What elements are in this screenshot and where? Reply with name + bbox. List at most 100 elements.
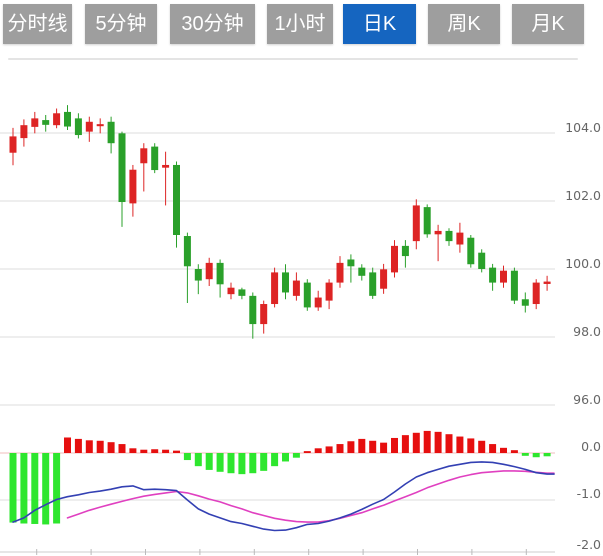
macd-bar-negative xyxy=(238,453,246,475)
candle-body xyxy=(74,118,82,136)
tab-1-hour[interactable]: 1小时 xyxy=(267,4,333,44)
price-axis-label: 102.0 xyxy=(565,188,601,203)
candle-body xyxy=(325,282,333,301)
candle-up xyxy=(456,222,464,253)
candle-body xyxy=(194,269,202,281)
price-axis-label: 98.0 xyxy=(573,324,601,339)
candle-body xyxy=(423,207,431,235)
candle-body xyxy=(401,245,409,257)
candle-down xyxy=(74,113,82,139)
candle-body xyxy=(227,287,235,295)
macd-bar-positive xyxy=(510,450,518,453)
candle-up xyxy=(140,143,148,192)
candle-down xyxy=(238,287,246,300)
macd-bar-negative xyxy=(260,453,268,471)
candle-down xyxy=(303,279,311,311)
tab-weekly-k[interactable]: 周K xyxy=(428,4,500,44)
tab-daily-k[interactable]: 日K xyxy=(343,4,416,44)
macd-axis-labels: 0.0 -1.0 -2.0 xyxy=(577,439,601,552)
macd-bar-positive xyxy=(489,444,497,453)
macd-bar-positive xyxy=(85,440,93,453)
candle-body xyxy=(369,272,377,296)
candle-body xyxy=(9,136,17,153)
tabbar-divider xyxy=(8,58,578,60)
candle-up xyxy=(31,111,39,134)
candle-up xyxy=(85,116,93,142)
candle-body xyxy=(118,133,126,203)
candle-down xyxy=(42,114,50,132)
candle-body xyxy=(162,164,170,168)
macd-bar-positive xyxy=(96,440,104,453)
macd-bar-positive xyxy=(445,434,453,453)
tab-5-minute[interactable]: 5分钟 xyxy=(85,4,157,44)
macd-bar-positive xyxy=(467,438,475,453)
tab-time-share-line[interactable]: 分时线 xyxy=(3,4,72,44)
tab-30-minute[interactable]: 30分钟 xyxy=(170,4,255,44)
macd-bar-negative xyxy=(205,453,213,470)
candle-down xyxy=(64,105,71,130)
candle-up xyxy=(380,263,388,294)
candle-down xyxy=(118,131,126,227)
candle-up xyxy=(336,256,344,288)
price-axis-label: 96.0 xyxy=(573,392,601,407)
candle-down xyxy=(249,292,257,339)
macd-bar-negative xyxy=(521,453,529,456)
macd-bar-negative xyxy=(249,453,257,474)
macd-bar-negative xyxy=(183,453,191,461)
candle-up xyxy=(227,282,235,300)
candle-down xyxy=(173,161,180,248)
macd-bar-positive xyxy=(380,442,388,453)
macd-bar-positive xyxy=(64,437,71,453)
tab-monthly-k[interactable]: 月K xyxy=(512,4,584,44)
macd-bar-positive xyxy=(391,437,398,453)
candle-body xyxy=(336,262,344,283)
candle-down xyxy=(282,264,289,300)
candle-down xyxy=(521,292,529,313)
macd-bar-negative xyxy=(31,453,39,524)
price-axis-labels: 104.0 102.0 100.0 98.0 96.0 xyxy=(565,120,601,407)
macd-bar-positive xyxy=(412,432,420,453)
macd-bar-negative xyxy=(282,453,289,462)
macd-bar-negative xyxy=(194,453,202,467)
dif-line-group xyxy=(12,461,555,532)
candle-down xyxy=(467,235,475,268)
candle-body xyxy=(510,270,518,301)
candle-body xyxy=(532,282,540,305)
candle-down xyxy=(401,240,409,268)
candle-up xyxy=(500,265,507,288)
candle-body xyxy=(543,281,551,284)
candle-body xyxy=(478,252,486,269)
macd-bar-positive xyxy=(325,446,333,453)
candle-body xyxy=(140,148,148,164)
candle-body xyxy=(314,297,322,308)
candle-down xyxy=(151,143,159,174)
candle-down xyxy=(445,228,453,246)
candle-body xyxy=(31,118,39,127)
period-tabbar: 分时线 5分钟 30分钟 1小时 日K 周K 月K xyxy=(0,4,603,44)
macd-bar-positive xyxy=(151,449,159,453)
macd-bar-negative xyxy=(42,453,50,525)
price-gridlines xyxy=(0,132,555,406)
candle-body xyxy=(249,295,257,325)
macd-bar-positive xyxy=(347,441,355,453)
candle-down xyxy=(423,204,431,238)
macd-histogram xyxy=(9,430,551,525)
candle-body xyxy=(96,124,104,127)
macd-bar-positive xyxy=(369,440,377,453)
macd-bar-positive xyxy=(129,448,137,453)
candle-up xyxy=(162,151,170,206)
candle-body xyxy=(85,121,93,132)
macd-axis-label: -2.0 xyxy=(577,537,601,552)
macd-bar-positive xyxy=(303,451,311,453)
macd-bar-positive xyxy=(118,444,126,453)
candle-body xyxy=(271,272,279,305)
candle-body xyxy=(412,205,420,242)
candle-up xyxy=(325,279,333,310)
macd-bar-negative xyxy=(9,453,17,523)
candle-body xyxy=(467,237,475,265)
candle-up xyxy=(260,300,268,334)
macd-bar-positive xyxy=(173,450,180,453)
candle-body xyxy=(107,121,115,144)
candle-up xyxy=(205,257,213,286)
